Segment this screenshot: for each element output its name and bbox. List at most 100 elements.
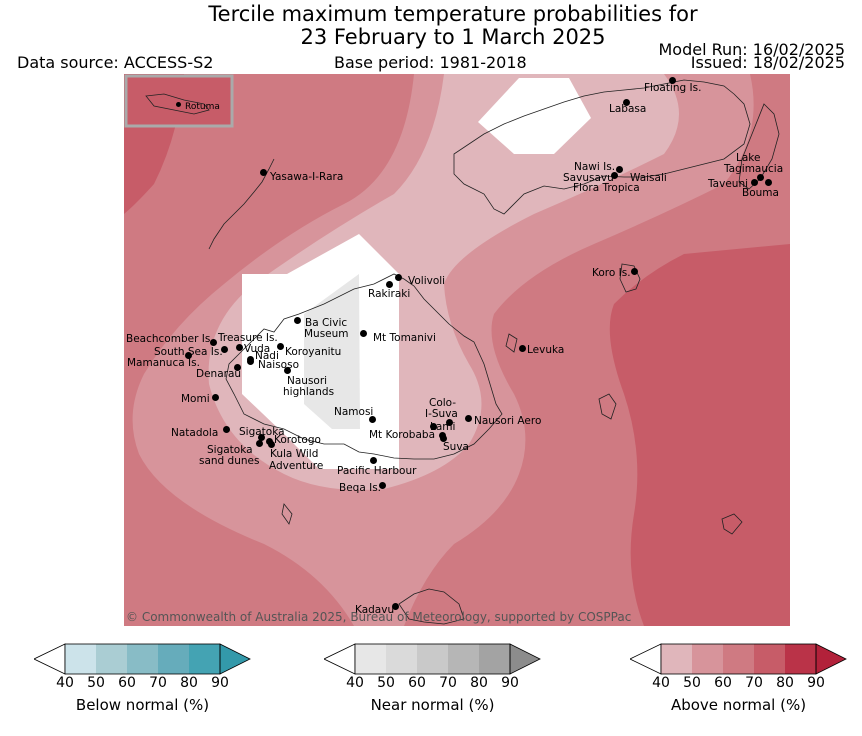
place-label: Bouma — [742, 187, 779, 199]
place-marker — [236, 344, 243, 351]
place-label: Museum — [304, 328, 349, 340]
base-period-label: Base period: 1981-2018 — [334, 53, 527, 72]
below-tick: 70 — [149, 675, 167, 691]
place-label: Kula Wild — [270, 448, 319, 460]
above-tick: 90 — [807, 675, 825, 691]
place-label: Levuka — [527, 344, 565, 356]
place-marker — [221, 346, 228, 353]
place-marker — [370, 457, 377, 464]
place-marker — [765, 179, 772, 186]
near-tick: 60 — [408, 675, 426, 691]
below-40-zone-north — [478, 78, 591, 154]
below-tick: 60 — [118, 675, 136, 691]
place-label: Yasawa-I-Rara — [270, 171, 344, 183]
place-label: Labasa — [609, 103, 647, 115]
data-source-label: Data source: ACCESS-S2 — [17, 53, 214, 72]
place-label: Mamanuca Is. — [127, 357, 200, 369]
place-label: Nawi Is. — [574, 161, 616, 173]
place-marker — [757, 174, 764, 181]
probability-map — [124, 74, 790, 626]
place-marker — [395, 274, 402, 281]
place-marker — [379, 482, 386, 489]
map-title-line1: Tercile maximum temperature probabilitie… — [208, 2, 698, 26]
place-marker — [234, 364, 241, 371]
copyright-notice: © Commonwealth of Australia 2025, Bureau… — [126, 610, 632, 624]
place-marker — [294, 317, 301, 324]
place-label: Adventure — [269, 460, 324, 472]
inset-marker — [176, 102, 181, 107]
place-marker — [611, 172, 618, 179]
place-marker — [446, 419, 453, 426]
place-label: Volivoli — [408, 275, 446, 287]
place-label: Namosi — [334, 406, 374, 418]
issued-label: Issued: 18/02/2025 — [690, 53, 845, 72]
vanua-levu-coast — [453, 79, 751, 215]
place-label: I-Suva — [425, 408, 458, 420]
near-normal-colorbar — [324, 643, 541, 675]
place-marker — [268, 441, 275, 448]
place-label: Colo- — [429, 397, 457, 409]
place-marker — [440, 435, 447, 442]
place-label: Waisali — [630, 172, 667, 184]
place-label: Sigatoka — [239, 426, 285, 438]
below-tick: 40 — [56, 675, 74, 691]
place-label: sand dunes — [199, 455, 260, 467]
map-title-line2: 23 February to 1 March 2025 — [300, 25, 606, 49]
place-marker — [751, 179, 758, 186]
place-marker — [631, 268, 638, 275]
below-tick: 50 — [87, 675, 105, 691]
place-label: Floating Is. — [644, 82, 702, 94]
rotuma-inset — [124, 74, 234, 128]
place-label: Sigatoka — [207, 444, 253, 456]
near-normal-40-50-zone — [304, 274, 360, 429]
above-tick: 70 — [745, 675, 763, 691]
model-run-label: Model Run: 16/02/2025 — [658, 40, 846, 59]
below-tick: 90 — [211, 675, 229, 691]
place-marker — [260, 169, 267, 176]
place-label: Denarau — [196, 368, 242, 380]
place-marker — [277, 343, 284, 350]
place-marker — [519, 345, 526, 352]
place-marker — [210, 339, 217, 346]
place-label: Nadi — [255, 350, 279, 362]
place-marker — [623, 99, 630, 106]
island-3 — [281, 503, 293, 525]
place-label: Korotogo — [274, 434, 321, 446]
place-marker — [212, 394, 219, 401]
viti-levu-coast — [225, 273, 503, 460]
place-label: Koro Is. — [592, 267, 631, 279]
place-label: Beqa Is. — [339, 482, 382, 494]
place-label: Vuda — [244, 343, 271, 355]
island-1 — [598, 393, 617, 420]
place-marker — [256, 440, 263, 447]
near-tick: 50 — [377, 675, 395, 691]
above-70-80-zone-east — [609, 244, 790, 626]
above-tick: 50 — [683, 675, 701, 691]
place-label: Savusavu — [563, 172, 614, 184]
kadavu-coast — [398, 588, 465, 625]
near-tick: 70 — [439, 675, 457, 691]
near-tick: 90 — [501, 675, 519, 691]
place-label: Koroyanitu — [285, 346, 342, 358]
place-marker — [669, 77, 676, 84]
place-label: Nausori Aero — [474, 415, 542, 427]
place-marker — [185, 352, 192, 359]
below-normal-title: Below normal (%) — [75, 696, 210, 714]
inset-label: Rotuma — [185, 102, 220, 112]
place-marker — [430, 423, 437, 430]
near-tick: 40 — [346, 675, 364, 691]
above-normal-title: Above normal (%) — [670, 696, 807, 714]
place-label: Momi — [181, 393, 210, 405]
place-marker — [258, 434, 265, 441]
place-marker — [223, 426, 230, 433]
place-marker — [465, 415, 472, 422]
place-label: Kadavu — [355, 604, 395, 616]
place-label: Ba Civic — [305, 317, 348, 329]
place-marker — [392, 603, 399, 610]
place-label: Flora Tropica — [573, 182, 640, 194]
above-tick: 60 — [714, 675, 732, 691]
place-label: Taveuni — [708, 178, 749, 190]
island-4 — [505, 333, 518, 353]
koro-coast — [619, 263, 641, 293]
island-2 — [721, 513, 743, 535]
